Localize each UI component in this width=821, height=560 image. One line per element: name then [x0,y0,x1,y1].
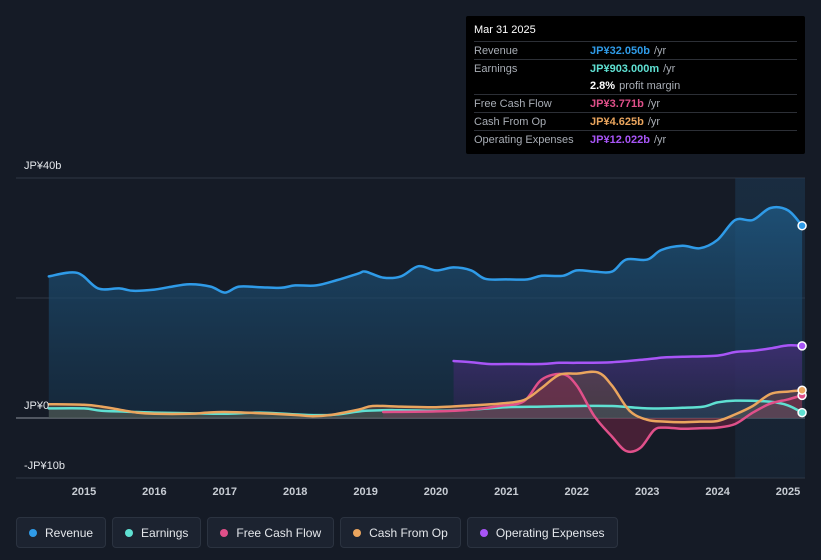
x-tick-label: 2024 [705,486,730,498]
x-tick-label: 2018 [283,486,307,498]
tooltip-row-operating-expenses: Operating Expenses JP¥12.022b /yr [474,130,797,148]
legend-label: Operating Expenses [495,525,605,540]
x-axis-ticks: 2015 2016 2017 2018 2019 2020 2021 2022 2023 2024… [72,486,800,498]
legend: Revenue Earnings Free Cash Flow Cash Fro… [16,517,618,548]
tooltip-value: JP¥4.625b [590,115,644,128]
legend-item-earnings[interactable]: Earnings [112,517,202,548]
legend-item-cash-from-op[interactable]: Cash From Op [340,517,461,548]
tooltip-value: JP¥32.050b [590,44,650,57]
tooltip-label: Free Cash Flow [474,97,552,110]
tooltip-unit: /yr [647,97,661,110]
operating-expenses-line [452,344,804,366]
tooltip-row-profit-margin: 2.8% profit margin [474,77,797,94]
tooltip-row-revenue: Revenue JP¥32.050b /yr [474,41,797,59]
legend-label: Revenue [45,525,94,540]
series-lines [47,206,804,454]
x-tick-label: 2025 [776,486,800,498]
legend-item-free-cash-flow[interactable]: Free Cash Flow [207,517,335,548]
x-tick-label: 2022 [565,486,589,498]
tooltip-row-earnings: Earnings JP¥903.000m /yr [474,59,797,77]
x-tick-label: 2017 [213,486,237,498]
dot-icon [29,528,37,537]
operating-expenses-area [453,345,803,418]
dot-icon [125,528,134,537]
x-tick-label: 2019 [353,486,377,498]
tooltip-unit: /yr [653,133,667,146]
tooltip-label: Earnings [474,62,518,75]
tooltip-label: Operating Expenses [474,133,574,146]
tooltip-row-free-cash-flow: Free Cash Flow JP¥3.771b /yr [474,94,797,112]
legend-item-operating-expenses[interactable]: Operating Expenses [466,517,618,548]
earnings-endpoint [797,407,807,418]
operating-expenses-endpoint [797,341,807,351]
tooltip-value: JP¥12.022b [590,133,650,146]
tooltip-value: JP¥903.000m [590,62,660,75]
cash-from-op-endpoint [797,385,807,395]
cash-from-op-line [47,370,804,424]
tooltip-panel: Mar 31 2025 Revenue JP¥32.050b /yr Earni… [466,16,805,154]
x-tick-label: 2020 [424,486,448,498]
y-tick-label-zero: JP¥0 [24,400,50,412]
tooltip-unit: profit margin [619,79,681,92]
tooltip-row-cash-from-op: Cash From Op JP¥4.625b /yr [474,112,797,130]
tooltip-unit: /yr [653,44,667,57]
y-tick-label-bottom: -JP¥10b [24,460,65,472]
x-tick-label: 2021 [494,486,518,498]
tooltip-unit: /yr [647,115,661,128]
legend-label: Free Cash Flow [236,525,322,540]
legend-label: Earnings [141,525,189,540]
y-tick-label-top: JP¥40b [24,160,62,172]
tooltip-unit: /yr [663,62,676,75]
x-tick-label: 2015 [72,486,96,498]
x-tick-label: 2023 [635,486,659,498]
series-endpoints [797,220,807,418]
free-cash-flow-area [383,373,803,452]
tooltip-value: 2.8% [590,79,616,92]
legend-label: Cash From Op [369,525,448,540]
x-tick-label: 2016 [142,486,166,498]
dot-icon [220,528,229,537]
tooltip-label: Cash From Op [474,115,547,128]
legend-item-revenue[interactable]: Revenue [16,517,107,548]
tooltip-value: JP¥3.771b [590,97,644,110]
tooltip-label: Revenue [474,44,519,57]
revenue-endpoint [797,220,807,231]
tooltip-date: Mar 31 2025 [474,24,536,36]
cash-from-op-area [48,371,803,423]
free-cash-flow-line [381,372,804,454]
dot-icon [479,528,488,537]
revenue-line [47,206,804,294]
dot-icon [353,528,362,537]
